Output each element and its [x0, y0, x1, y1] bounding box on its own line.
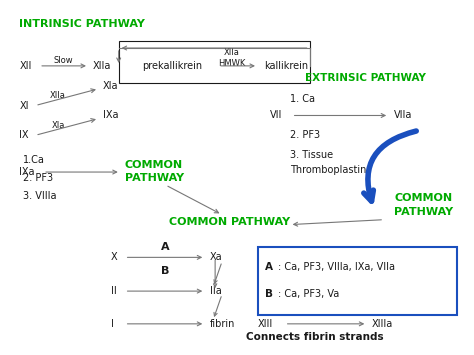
Bar	[258, 247, 457, 315]
Text: COMMON: COMMON	[125, 160, 183, 170]
Text: prekallikrein: prekallikrein	[143, 61, 203, 71]
Text: 1.Ca: 1.Ca	[23, 155, 45, 165]
Text: IIa: IIa	[210, 286, 222, 296]
Text: XIIIa: XIIIa	[372, 319, 393, 329]
Text: PATHWAY: PATHWAY	[394, 207, 453, 217]
Text: 1. Ca: 1. Ca	[290, 94, 315, 104]
Text: A: A	[265, 262, 273, 272]
Text: 2. PF3: 2. PF3	[23, 173, 54, 183]
Text: A: A	[161, 242, 170, 252]
Text: PATHWAY: PATHWAY	[125, 173, 184, 183]
Text: XII: XII	[19, 61, 32, 71]
Text: II: II	[111, 286, 117, 296]
Text: Xa: Xa	[210, 252, 223, 262]
Text: EXTRINSIC PATHWAY: EXTRINSIC PATHWAY	[305, 73, 426, 83]
Text: VIIa: VIIa	[394, 110, 412, 120]
Text: Connects fibrin strands: Connects fibrin strands	[246, 332, 383, 342]
Text: XIIa: XIIa	[50, 91, 66, 100]
Text: B: B	[265, 289, 273, 299]
Text: XI: XI	[19, 100, 29, 110]
Text: Thromboplastin: Thromboplastin	[290, 165, 366, 175]
Text: INTRINSIC PATHWAY: INTRINSIC PATHWAY	[19, 19, 145, 29]
Text: kallikrein: kallikrein	[264, 61, 308, 71]
Text: XIIa: XIIa	[224, 49, 240, 58]
Text: COMMON: COMMON	[394, 193, 452, 203]
Text: XIII: XIII	[258, 319, 273, 329]
Text: XIIa: XIIa	[93, 61, 111, 71]
Text: fibrin: fibrin	[210, 319, 236, 329]
Text: VII: VII	[270, 110, 282, 120]
Text: HMWK: HMWK	[219, 59, 246, 69]
Text: IX: IX	[19, 130, 29, 140]
Text: X: X	[111, 252, 118, 262]
Text: : Ca, PF3, Va: : Ca, PF3, Va	[278, 289, 339, 299]
Text: XIa: XIa	[103, 81, 118, 91]
Text: : Ca, PF3, VIIIa, IXa, VIIa: : Ca, PF3, VIIIa, IXa, VIIa	[278, 262, 395, 272]
Text: XIa: XIa	[51, 121, 65, 130]
Bar	[118, 41, 310, 83]
Text: I: I	[111, 319, 114, 329]
Text: Slow: Slow	[53, 56, 73, 65]
Text: IXa: IXa	[19, 167, 35, 177]
Text: COMMON PATHWAY: COMMON PATHWAY	[170, 217, 291, 226]
Text: 3. Tissue: 3. Tissue	[290, 150, 333, 160]
Text: B: B	[161, 266, 170, 276]
Text: 2. PF3: 2. PF3	[290, 130, 320, 140]
Text: 3. VIIIa: 3. VIIIa	[23, 191, 57, 201]
Text: IXa: IXa	[103, 110, 118, 120]
